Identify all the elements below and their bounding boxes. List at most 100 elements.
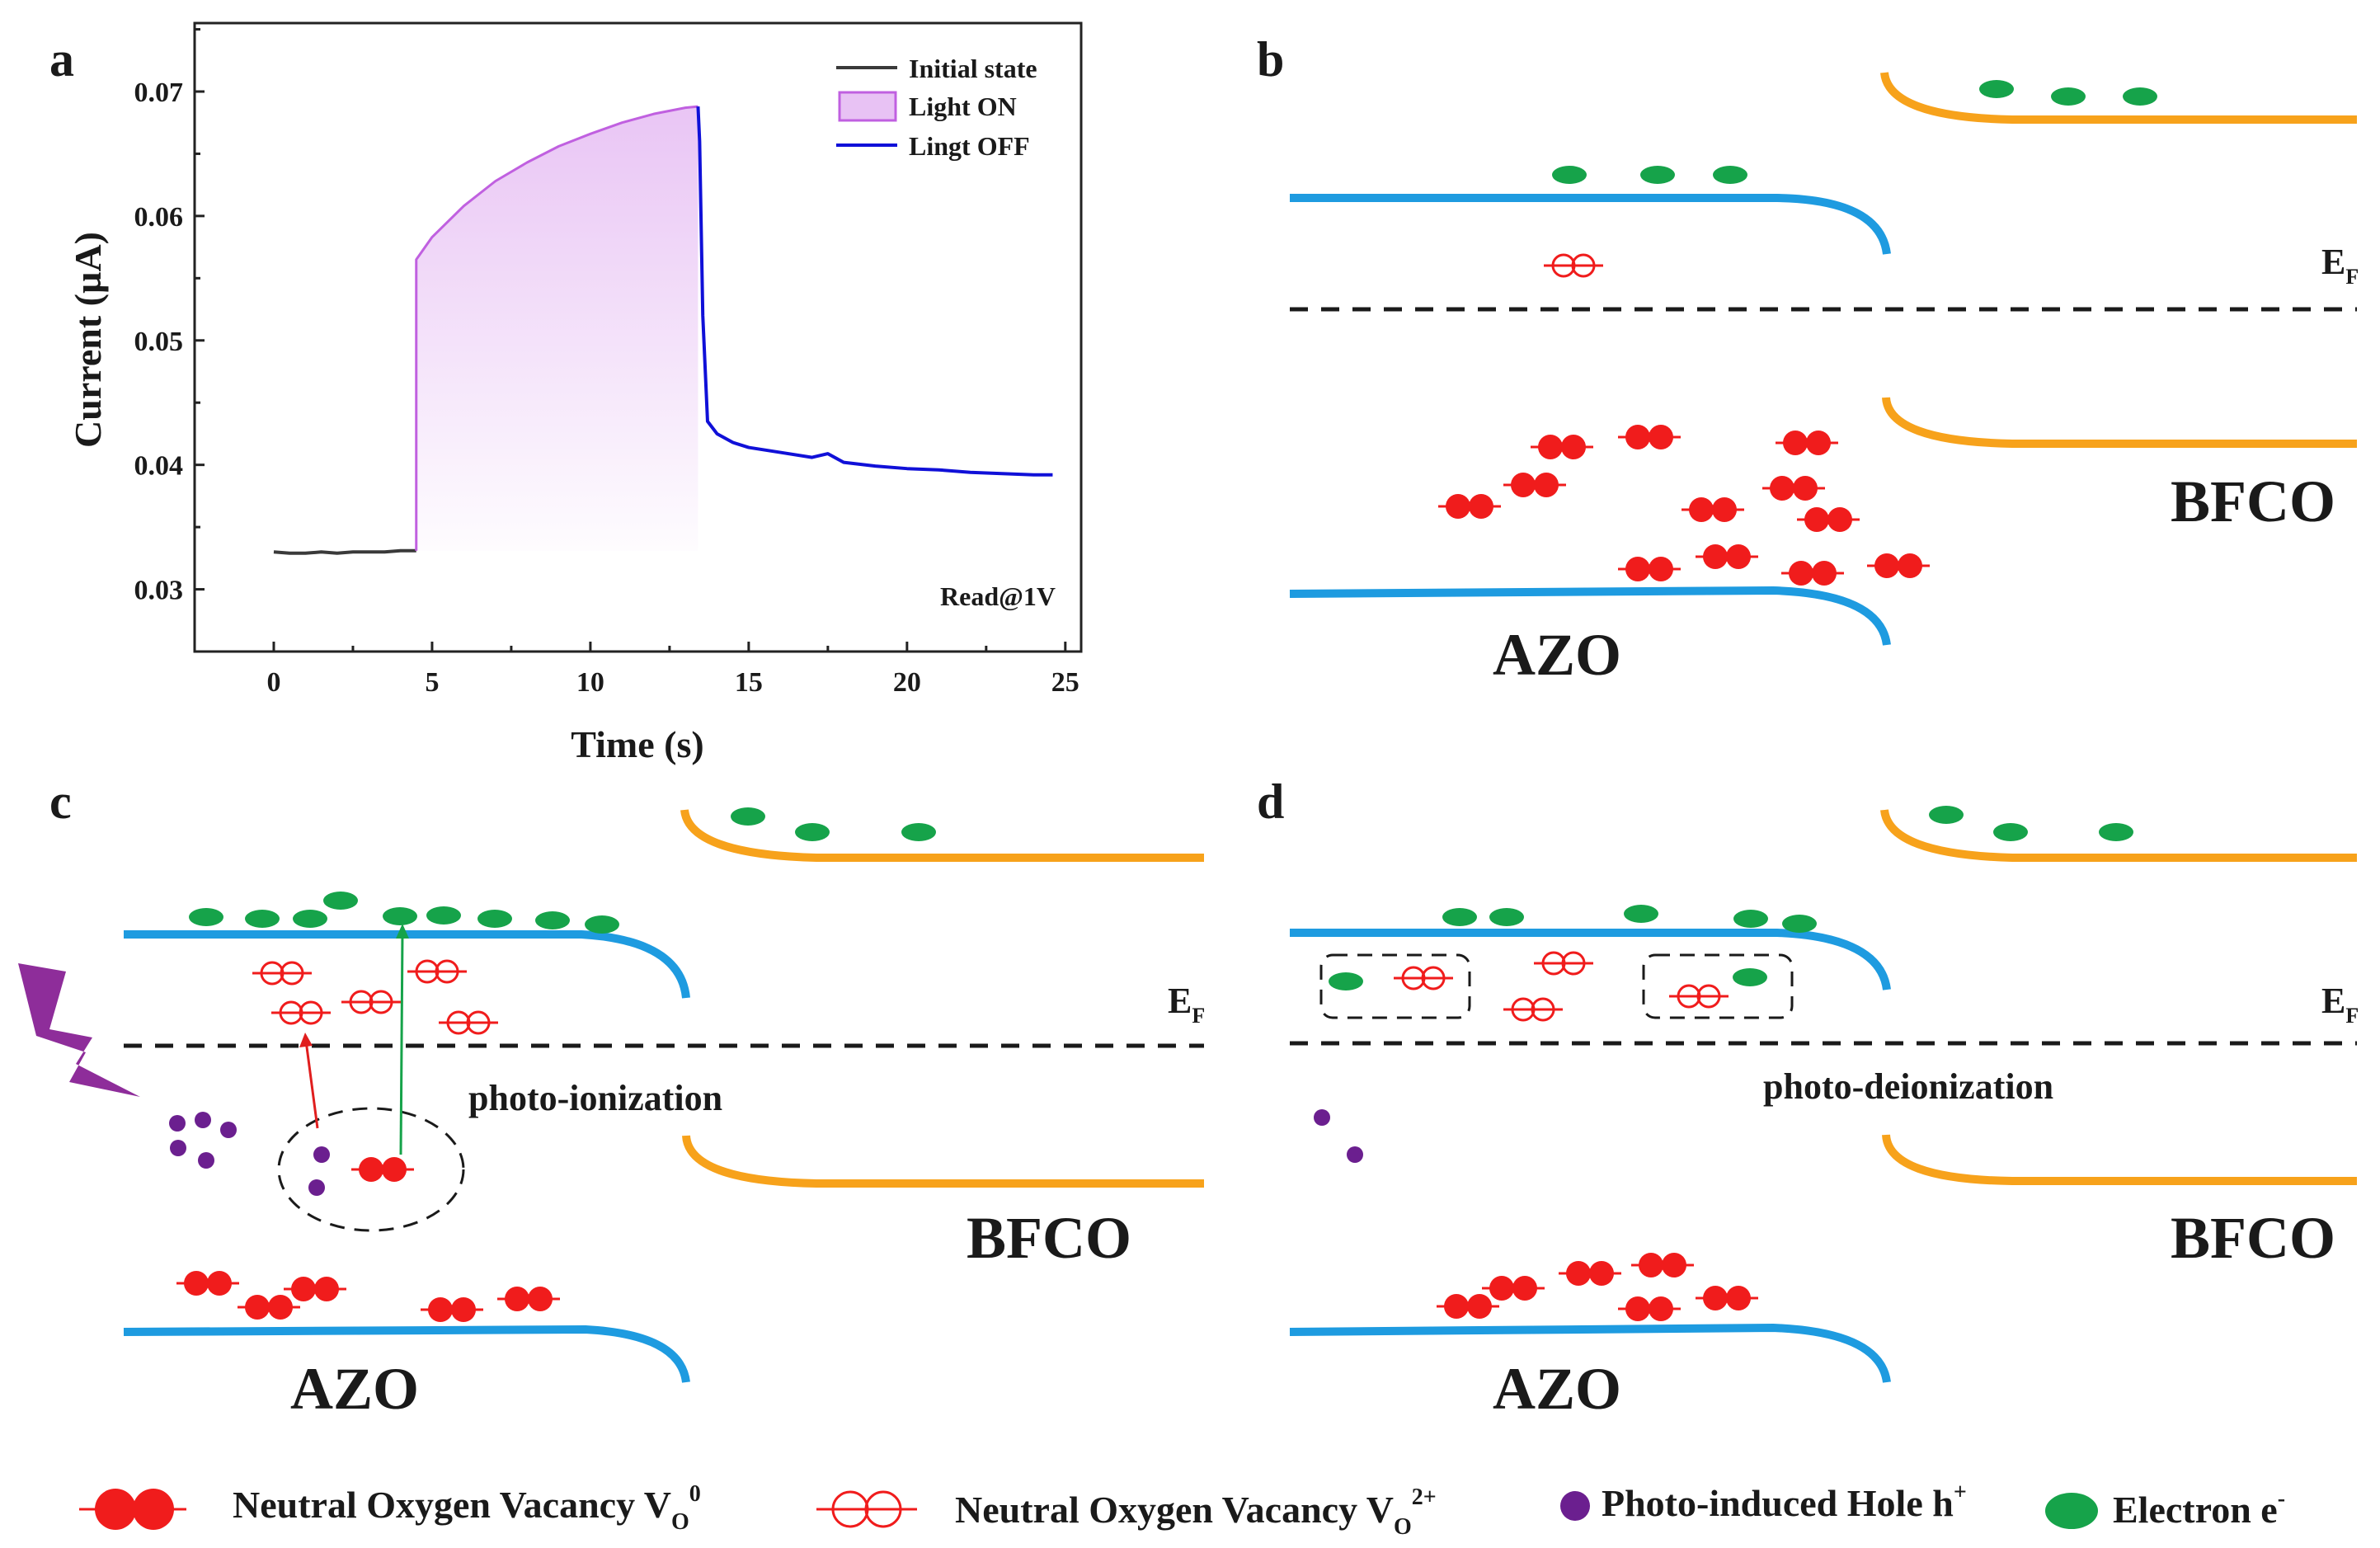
electron — [323, 892, 358, 910]
process-label: photo-ionization — [468, 1078, 722, 1118]
legend-hole-dot — [1560, 1491, 1590, 1521]
legend-label-light-on: Light ON — [909, 92, 1017, 121]
electron — [2051, 87, 2086, 106]
neutral-vacancy — [1616, 1295, 1682, 1323]
neutral-vacancy — [1435, 1292, 1501, 1320]
ionized-vacancy — [437, 1010, 500, 1035]
azo-valence-band — [1289, 586, 1891, 646]
azo-label: AZO — [1493, 1356, 1621, 1422]
legend-electron: Electron e- — [2045, 1486, 2285, 1531]
panel-letter-b: b — [1257, 32, 1284, 87]
azo-conduction-band — [1290, 929, 1891, 990]
electron — [1442, 908, 1477, 926]
neutral-vacancies — [175, 1269, 562, 1324]
legend-hole-label: Photo-induced Hole h+ — [1602, 1480, 1967, 1524]
hole — [170, 1140, 186, 1156]
x-axis-label: Time (s) — [571, 723, 703, 765]
electron — [383, 907, 417, 925]
panel-c: c EF BFCO AZO photo-ionization — [18, 774, 1205, 1422]
legend-label-light-off: Lingt OFF — [909, 131, 1030, 161]
ionized-vacancies — [1392, 951, 1730, 1022]
neutral-vacancy — [1480, 1274, 1546, 1302]
ef-label: EF — [1168, 981, 1205, 1028]
electron — [477, 910, 512, 928]
light-on-shaded-area — [416, 106, 698, 551]
electron — [1329, 972, 1363, 990]
neutral-vacancy — [1780, 559, 1846, 587]
holes — [1314, 1109, 1363, 1163]
neutral-vacancies — [1437, 423, 1931, 587]
hole — [308, 1179, 325, 1196]
electron — [731, 807, 765, 826]
hole-transition-arrow — [304, 1040, 319, 1129]
electron — [795, 823, 830, 841]
electron-arrow-head — [396, 924, 409, 939]
neutral-vacancy — [1795, 506, 1861, 534]
x-tick-label: 20 — [893, 667, 921, 698]
ionized-vacancy — [406, 959, 468, 984]
y-axis-label: Current (µA) — [67, 232, 109, 448]
neutral-vacancy — [419, 1296, 485, 1324]
electrons — [1552, 80, 2157, 184]
electrons — [1329, 806, 2133, 990]
lightning-icon — [18, 963, 140, 1097]
electron — [1552, 166, 1587, 184]
y-tick-label: 0.03 — [134, 576, 184, 606]
ionized-vacancy — [1542, 253, 1605, 278]
ionized-vacancy — [1667, 984, 1730, 1009]
electron — [1929, 806, 1964, 824]
bfco-label: BFCO — [2171, 468, 2335, 534]
series-line-1 — [415, 105, 698, 551]
electron — [1993, 823, 2028, 841]
x-tick-label: 5 — [425, 667, 439, 698]
electron — [901, 823, 936, 841]
electron — [1713, 166, 1747, 184]
bfco-conduction-band — [680, 809, 1204, 862]
excitation-region — [277, 1107, 465, 1232]
azo-label: AZO — [290, 1356, 419, 1422]
hole — [198, 1152, 214, 1169]
legend-electron-dot — [2045, 1493, 2098, 1529]
chart-legend: Initial state Light ON Lingt OFF — [836, 54, 1037, 161]
hole — [1314, 1109, 1330, 1126]
ef-label: EF — [2321, 242, 2359, 289]
ionized-vacancy — [1392, 966, 1455, 990]
plot-frame — [193, 21, 1083, 653]
electron — [1733, 910, 1768, 928]
holes — [169, 1112, 330, 1196]
ef-label: EF — [2321, 981, 2359, 1028]
electrons — [189, 807, 936, 934]
neutral-vacancy — [496, 1285, 562, 1313]
legend-ionized-vacancy-ring — [831, 1490, 869, 1528]
trap-box — [1319, 953, 1471, 1019]
legend-label-initial: Initial state — [909, 54, 1037, 83]
panel-b: b EF BFCO AZO — [1257, 32, 2359, 688]
electron — [245, 910, 280, 928]
process-label: photo-deionization — [1763, 1066, 2053, 1107]
x-tick-label: 0 — [266, 667, 280, 698]
ionized-vacancy — [270, 1000, 332, 1025]
neutral-vacancy — [1557, 1259, 1623, 1287]
legend-ionized-vacancy-label: Neutral Oxygen Vacancy VO2+ — [955, 1484, 1437, 1540]
series-line-0 — [273, 548, 416, 555]
electron — [426, 906, 461, 925]
neutral-vacancy — [1616, 555, 1682, 583]
panel-letter-d: d — [1257, 774, 1284, 829]
y-tick-label: 0.07 — [134, 78, 184, 108]
neutral-vacancies — [1435, 1251, 1760, 1323]
legend-ionized-vacancy-ring — [864, 1490, 902, 1528]
azo-conduction-band — [1290, 194, 1891, 255]
electron — [585, 915, 619, 934]
electron — [2123, 87, 2157, 106]
legend-electron-label: Electron e- — [2113, 1486, 2285, 1531]
bfco-valence-band — [1882, 397, 2357, 448]
hole — [1347, 1146, 1363, 1163]
series-line-2 — [696, 106, 1053, 477]
neutral-vacancy — [282, 1275, 348, 1303]
panel-d: d EF BFCO AZO photo-deionization — [1257, 774, 2359, 1422]
y-tick-label: 0.04 — [134, 451, 184, 482]
x-tick-label: 25 — [1051, 667, 1079, 698]
electron — [1733, 968, 1767, 986]
electron — [189, 908, 223, 926]
